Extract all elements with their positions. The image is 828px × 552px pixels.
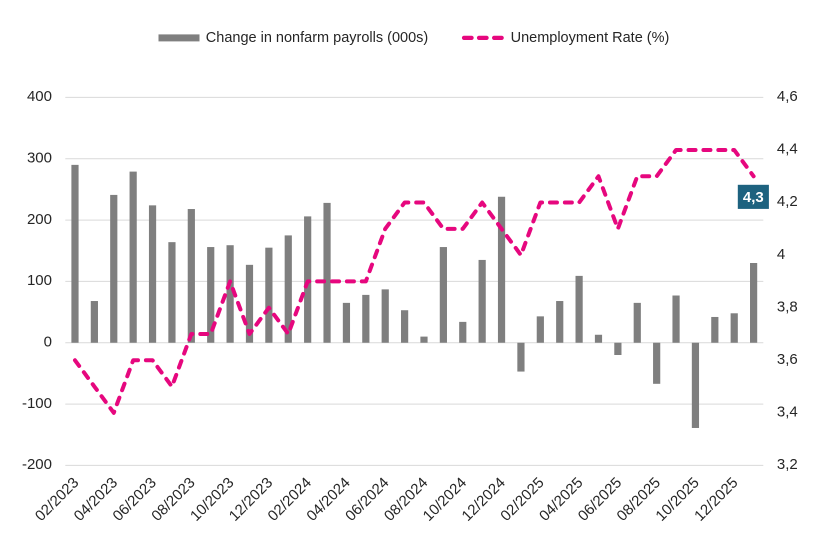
svg-text:Change in nonfarm payrolls (00: Change in nonfarm payrolls (000s) xyxy=(206,30,428,46)
svg-text:4,3: 4,3 xyxy=(743,189,764,206)
svg-text:3,6: 3,6 xyxy=(777,351,798,368)
svg-text:-200: -200 xyxy=(22,456,52,473)
svg-text:400: 400 xyxy=(27,88,52,105)
svg-text:300: 300 xyxy=(27,149,52,166)
svg-text:4: 4 xyxy=(777,246,785,263)
svg-text:100: 100 xyxy=(27,272,52,289)
svg-text:Unemployment Rate (%): Unemployment Rate (%) xyxy=(511,30,670,46)
svg-text:4,2: 4,2 xyxy=(777,193,798,210)
svg-text:3,8: 3,8 xyxy=(777,298,798,315)
svg-text:3,2: 3,2 xyxy=(777,456,798,473)
svg-text:200: 200 xyxy=(27,211,52,228)
svg-text:-100: -100 xyxy=(22,395,52,412)
svg-text:4,6: 4,6 xyxy=(777,88,798,105)
svg-text:3,4: 3,4 xyxy=(777,404,798,421)
svg-text:0: 0 xyxy=(44,333,52,350)
svg-text:4,4: 4,4 xyxy=(777,141,798,158)
